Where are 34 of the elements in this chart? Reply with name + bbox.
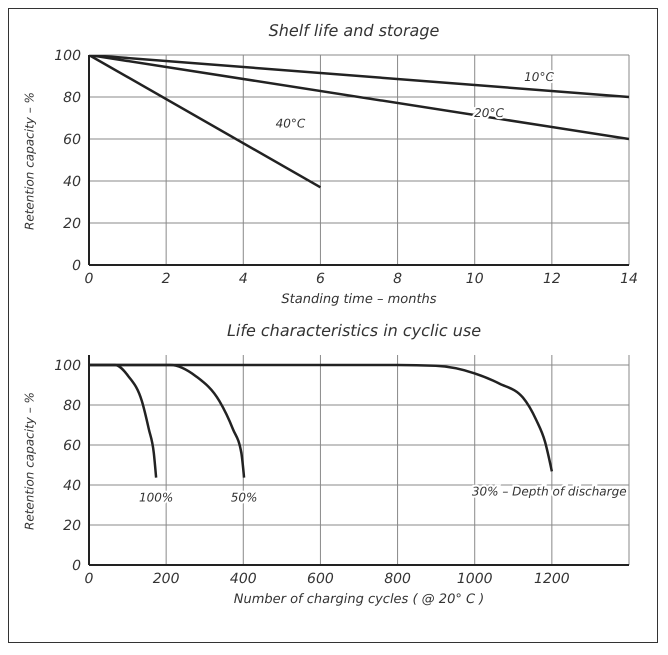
x-tick-label: 12	[542, 270, 561, 287]
x-axis-title: Standing time – months	[281, 292, 437, 307]
x-tick-label: 6	[316, 270, 325, 287]
x-tick-label: 800	[384, 570, 412, 587]
x-tick-label: 1000	[456, 570, 493, 587]
x-tick-label: 0	[84, 270, 94, 287]
x-tick-label: 4	[238, 270, 248, 287]
y-tick-label: 100	[54, 358, 82, 374]
x-tick-label: 8	[393, 270, 402, 287]
y-axis-title: Retention capacity – %	[22, 392, 36, 530]
x-tick-label: 400	[230, 570, 257, 587]
y-tick-label: 40	[63, 478, 82, 494]
y-tick-label: 0	[72, 558, 82, 574]
chart-title: Life characteristics in cyclic use	[226, 321, 482, 342]
y-tick-label: 20	[63, 518, 82, 534]
y-tick-label: 100	[54, 48, 82, 64]
y-tick-label: 80	[63, 398, 82, 414]
chart-title: Shelf life and storage	[268, 21, 440, 42]
y-tick-label: 40	[63, 174, 82, 190]
x-tick-label: 0	[84, 570, 94, 587]
y-axis-title: Retention capacity – %	[22, 92, 36, 230]
y-tick-label: 60	[63, 438, 82, 454]
x-tick-label: 1200	[534, 570, 570, 587]
x-tick-label: 14	[620, 270, 638, 287]
x-tick-label: 200	[152, 570, 180, 587]
y-tick-label: 0	[72, 258, 82, 274]
y-tick-label: 80	[63, 90, 82, 106]
y-tick-label: 60	[63, 132, 82, 148]
x-axis-title: Number of charging cycles ( @ 20° C )	[234, 592, 484, 607]
text: 40°C	[276, 116, 306, 130]
x-tick-label: 600	[307, 570, 334, 587]
y-tick-label: 20	[63, 216, 82, 232]
x-tick-label: 2	[162, 270, 171, 287]
x-tick-label: 10	[466, 270, 484, 287]
